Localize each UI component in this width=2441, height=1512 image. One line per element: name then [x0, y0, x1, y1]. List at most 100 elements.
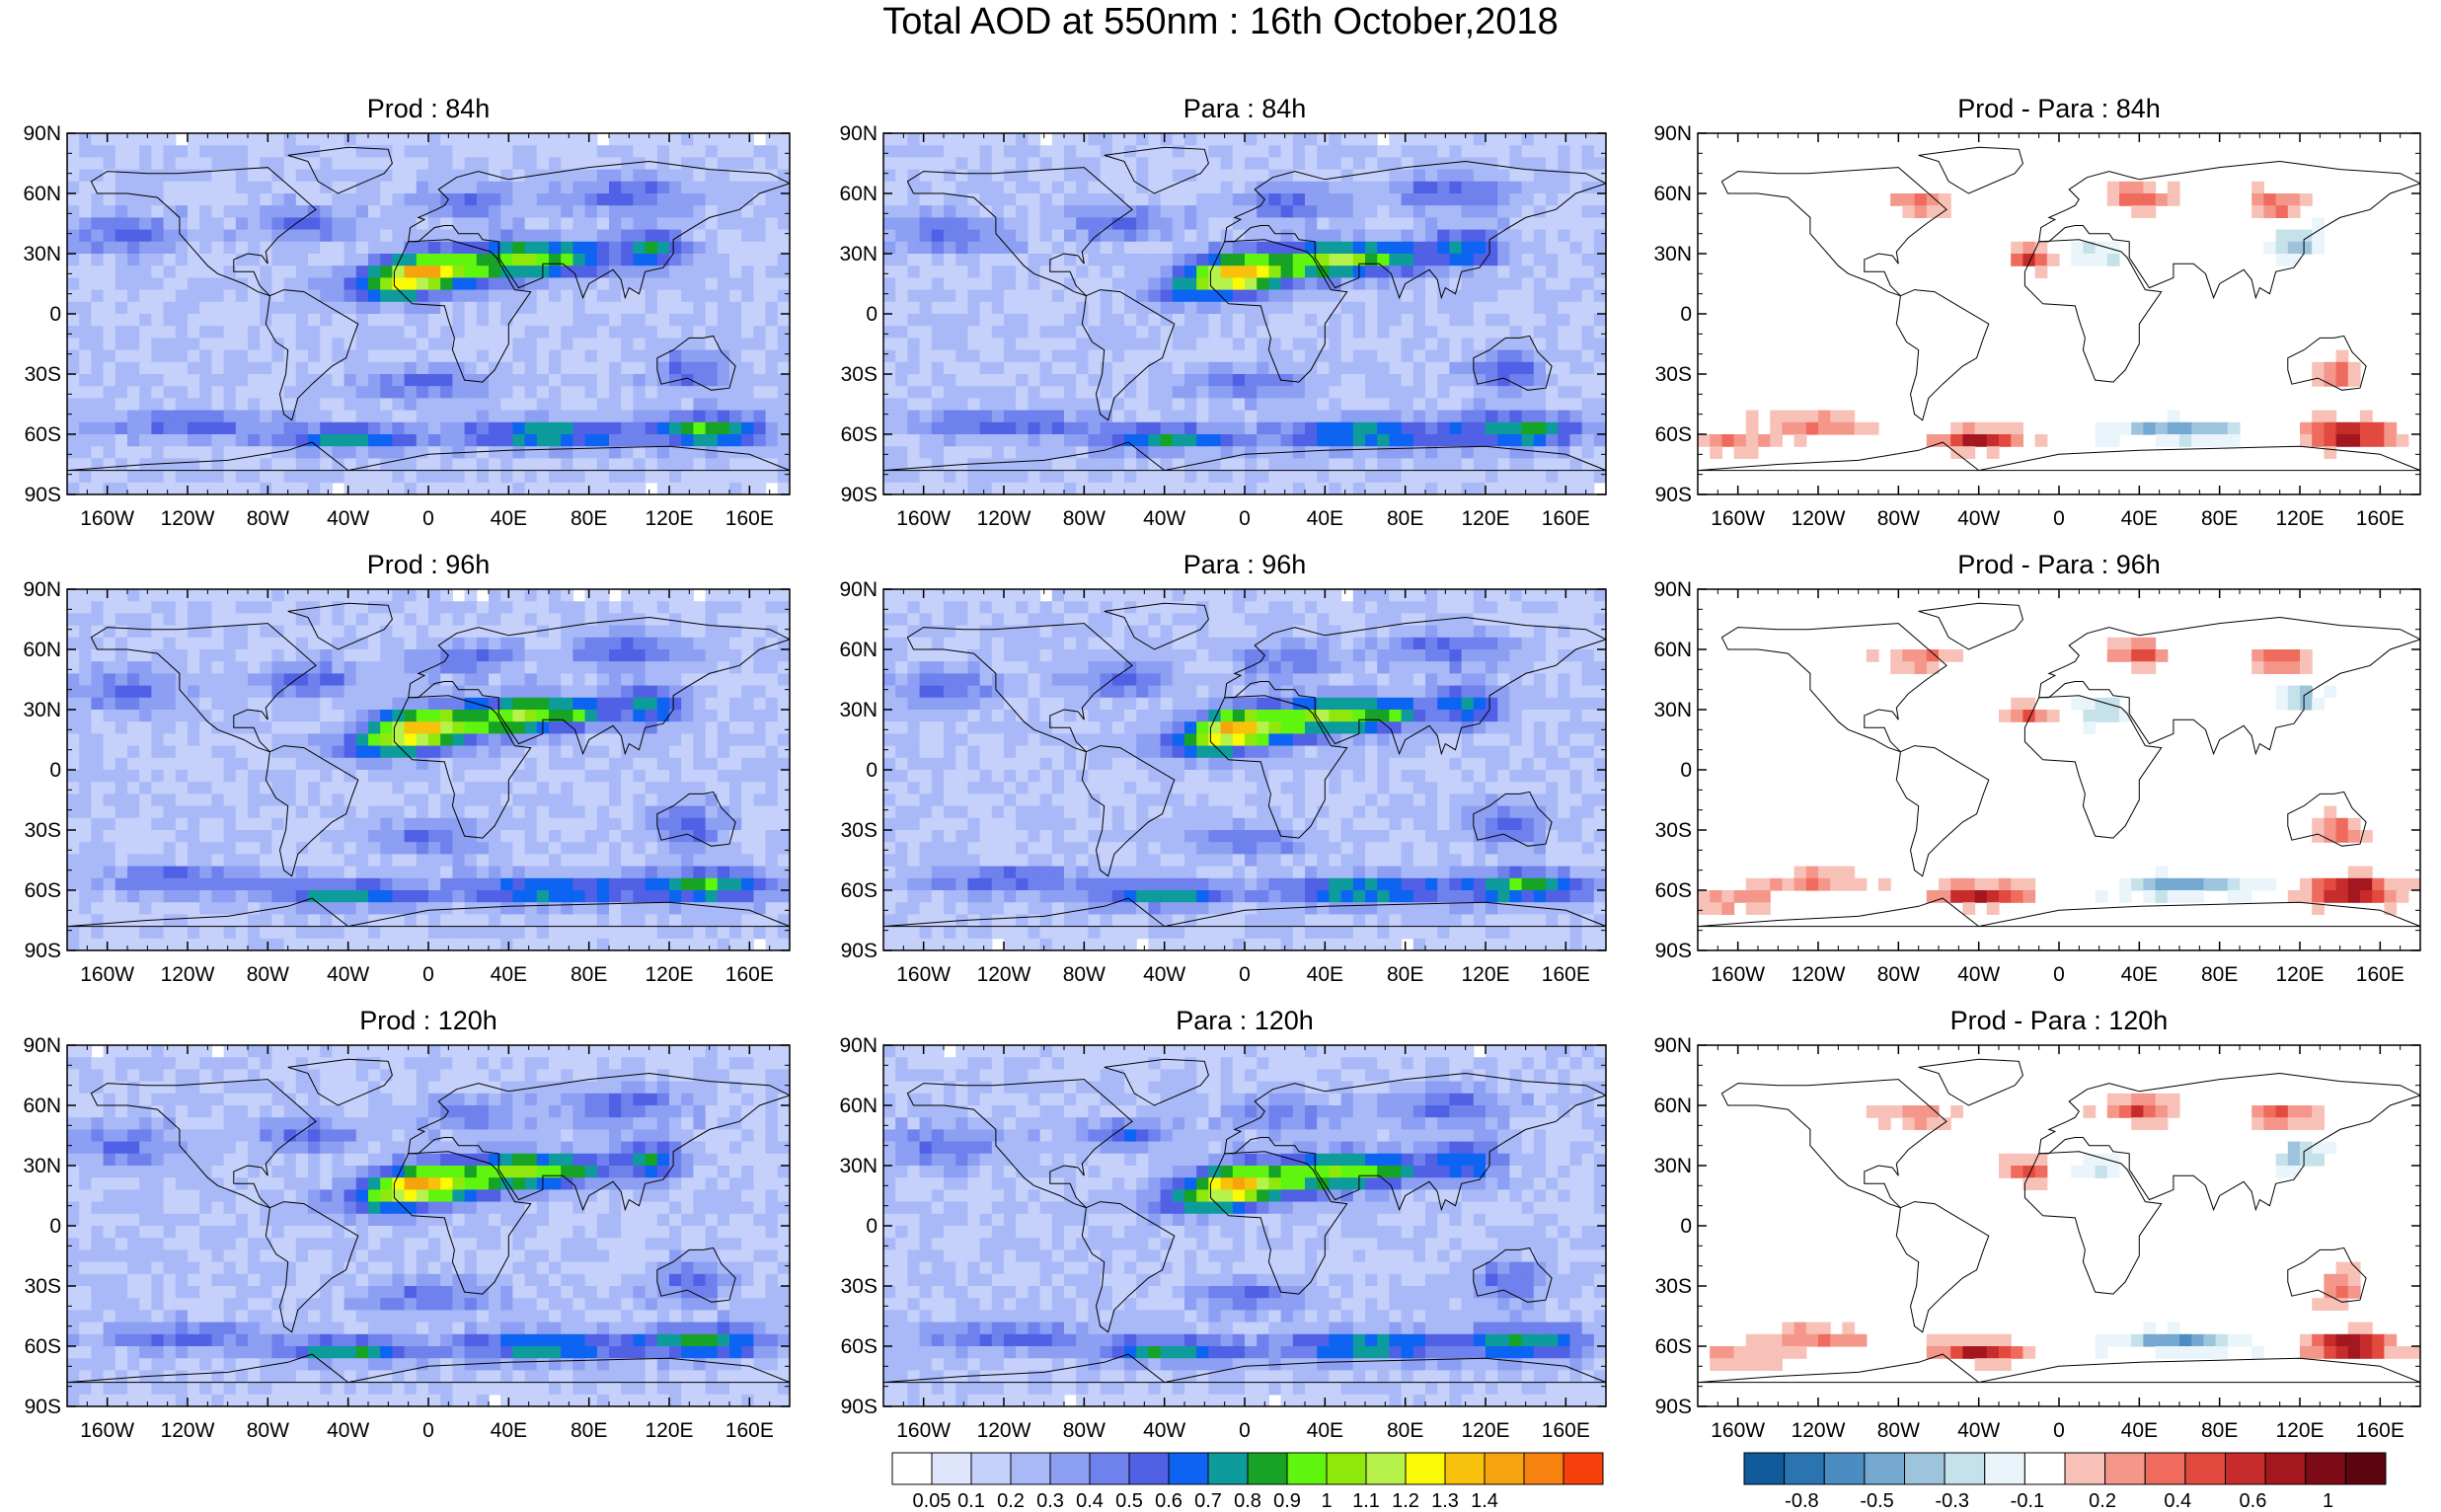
data-cell	[597, 205, 610, 218]
data-cell	[139, 326, 152, 339]
data-cell	[199, 686, 212, 699]
data-cell	[500, 326, 513, 339]
data-cell	[585, 458, 598, 471]
data-cell	[1341, 422, 1354, 435]
data-cell	[127, 698, 140, 711]
data-cell	[980, 374, 993, 387]
data-cell	[1257, 386, 1269, 399]
data-cell	[1268, 411, 1281, 423]
data-cell	[392, 411, 405, 423]
data-cell	[104, 157, 116, 170]
data-cell	[405, 458, 418, 471]
data-cell	[356, 326, 369, 339]
data-cell	[79, 205, 92, 218]
data-cell	[706, 638, 719, 650]
data-cell	[512, 698, 525, 711]
data-cell	[188, 613, 200, 626]
data-cell	[284, 290, 297, 303]
data-cell	[428, 290, 441, 303]
data-cell	[980, 338, 993, 350]
data-cell	[967, 217, 980, 230]
data-cell	[260, 386, 272, 399]
data-cell	[706, 193, 719, 206]
data-cell	[115, 673, 128, 686]
data-cell	[681, 265, 694, 278]
data-cell	[741, 157, 754, 170]
data-cell	[452, 601, 465, 614]
data-cell	[1004, 205, 1017, 218]
x-tick-label: 80W	[247, 507, 289, 530]
data-cell	[1016, 205, 1029, 218]
data-cell	[992, 326, 1005, 339]
data-cell	[127, 265, 140, 278]
data-cell	[525, 589, 538, 602]
data-cell	[500, 458, 513, 471]
data-cell	[585, 338, 598, 350]
data-cell	[2216, 422, 2229, 435]
data-cell	[139, 733, 152, 746]
data-cell	[1088, 157, 1101, 170]
data-cell	[1474, 217, 1487, 230]
data-cell	[1594, 277, 1607, 290]
data-cell	[392, 638, 405, 650]
data-cell	[1377, 411, 1390, 423]
data-cell	[1425, 230, 1438, 243]
data-cell	[115, 314, 128, 327]
data-cell	[669, 157, 682, 170]
data-cell	[1413, 338, 1426, 350]
data-cell	[176, 422, 189, 435]
data-cell	[1522, 374, 1535, 387]
data-cell	[417, 589, 429, 602]
data-cell	[681, 338, 694, 350]
data-cell	[932, 338, 945, 350]
data-cell	[79, 350, 92, 363]
data-cell	[955, 205, 968, 218]
data-cell	[992, 434, 1005, 447]
data-cell	[320, 661, 333, 674]
data-cell	[392, 338, 405, 350]
data-cell	[1569, 230, 1582, 243]
data-cell	[2228, 422, 2241, 435]
data-cell	[537, 193, 550, 206]
data-cell	[621, 411, 634, 423]
data-cell	[1534, 314, 1547, 327]
data-cell	[1353, 205, 1366, 218]
data-cell	[127, 205, 140, 218]
data-cell	[597, 638, 610, 650]
data-cell	[452, 302, 465, 315]
data-cell	[115, 157, 128, 170]
data-cell	[1915, 205, 1928, 218]
data-cell	[967, 434, 980, 447]
data-cell	[1076, 386, 1089, 399]
data-cell	[1437, 471, 1450, 484]
data-cell	[199, 471, 212, 484]
data-cell	[127, 686, 140, 699]
data-cell	[115, 290, 128, 303]
data-cell	[1196, 458, 1209, 471]
data-cell	[1437, 362, 1450, 375]
data-cell	[537, 422, 550, 435]
data-cell	[657, 458, 670, 471]
data-cell	[729, 422, 742, 435]
data-cell	[199, 290, 212, 303]
data-cell	[1161, 217, 1174, 230]
data-cell	[766, 242, 779, 255]
data-cell	[1268, 362, 1281, 375]
data-cell	[1975, 422, 1988, 435]
data-cell	[1124, 302, 1137, 315]
data-cell	[477, 277, 490, 290]
data-cell	[706, 230, 719, 243]
data-cell	[236, 686, 249, 699]
data-cell	[585, 290, 598, 303]
data-cell	[224, 217, 237, 230]
data-cell	[417, 471, 429, 484]
data-cell	[525, 661, 538, 674]
data-cell	[104, 265, 116, 278]
data-cell	[1449, 411, 1462, 423]
data-cell	[1497, 314, 1510, 327]
data-cell	[932, 434, 945, 447]
data-cell	[127, 601, 140, 614]
data-cell	[308, 242, 321, 255]
data-cell	[1257, 290, 1269, 303]
data-cell	[380, 446, 393, 459]
